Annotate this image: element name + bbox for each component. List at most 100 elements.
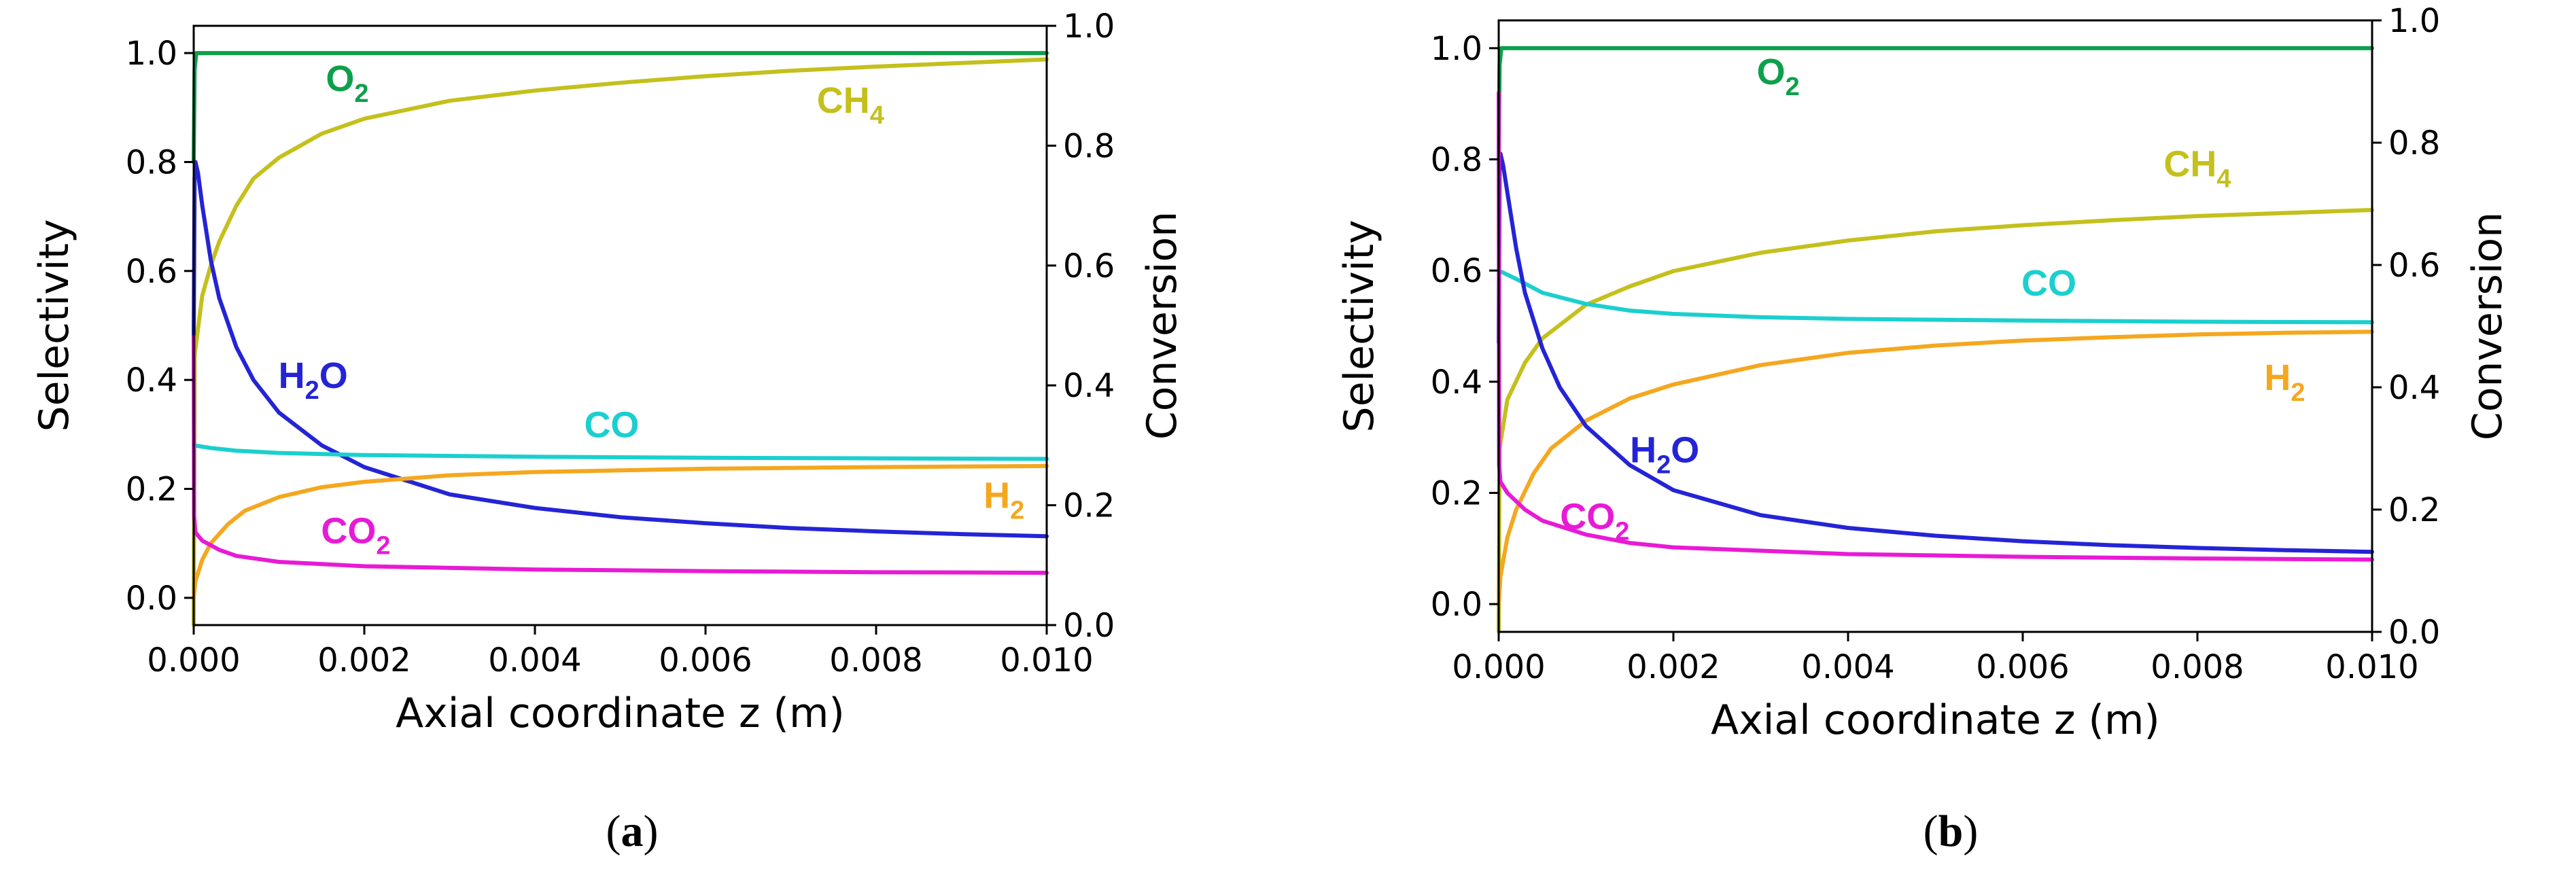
- y-tick-label: 0.8: [1431, 141, 1482, 179]
- x-tick-label: 0.006: [1976, 648, 2069, 686]
- series-label-co2: CO2: [321, 511, 390, 561]
- caption-open: (: [606, 806, 621, 856]
- x-tick-label: 0.010: [1000, 641, 1093, 679]
- caption-letter: a: [621, 806, 644, 856]
- series-line-h2o: [192, 160, 1049, 539]
- x-axis-title: Axial coordinate z (m): [396, 690, 845, 737]
- series-label-h2o: H2O: [279, 355, 348, 405]
- x-axis-title: Axial coordinate z (m): [1711, 696, 2160, 744]
- panel-caption: (b): [1924, 806, 1979, 856]
- series-label-base: CH: [817, 80, 870, 121]
- series-label-h2o: H2O: [1630, 429, 1699, 479]
- caption-letter: b: [1938, 806, 1964, 856]
- x-tick-label: 0.010: [2325, 648, 2418, 686]
- y-tick-label: 0.6: [1431, 252, 1482, 290]
- panel-caption: (a): [606, 806, 659, 856]
- series-label-base: O: [1757, 52, 1786, 92]
- y2-tick-label: 0.6: [2388, 247, 2440, 285]
- series-label-subscript: 2: [305, 376, 319, 405]
- y-tick-label: 0.4: [126, 361, 177, 400]
- caption-close: ): [644, 806, 659, 856]
- plot-frame: [192, 24, 1048, 626]
- series-line-co: [1497, 268, 2374, 325]
- series-line-co2: [1497, 90, 2374, 562]
- series-label-h2: H2: [2264, 357, 2305, 407]
- y2-tick-label: 0.8: [2388, 124, 2440, 162]
- y2-tick-label: 0.2: [2388, 491, 2440, 529]
- x-tick-label: 0.006: [659, 641, 752, 679]
- series-label-subscript: 2: [376, 532, 390, 561]
- series-label-o2: O2: [1757, 52, 1800, 101]
- y-tick-label: 1.0: [1431, 30, 1482, 68]
- y-axis-title: Selectivity: [31, 219, 78, 432]
- y-tick-label: 0.2: [1431, 474, 1482, 512]
- series-label-co: CO: [2021, 263, 2076, 304]
- series-label-tail: O: [1671, 429, 1699, 470]
- y2-tick-label: 1.0: [1063, 7, 1115, 46]
- series-label-ch4: CH4: [2163, 144, 2231, 194]
- series-label-base: CO: [2021, 263, 2076, 304]
- y2-tick-label: 0.0: [1063, 607, 1115, 645]
- series-label-base: H: [984, 476, 1010, 516]
- series-line-o2: [1497, 46, 2374, 162]
- series-label-subscript: 4: [870, 101, 884, 130]
- caption-close: ): [1963, 806, 1978, 856]
- series-label-base: O: [326, 58, 354, 99]
- series-label-subscript: 4: [2216, 165, 2231, 194]
- y-tick-label: 0.2: [126, 471, 177, 509]
- series-label-subscript: 2: [354, 79, 368, 108]
- series-label-subscript: 2: [1615, 518, 1629, 546]
- series-line-co2: [192, 334, 1049, 575]
- series-label-co: CO: [584, 404, 639, 445]
- series-line-ch4: [1497, 208, 2374, 634]
- y-axis-title: Selectivity: [1336, 220, 1383, 433]
- x-tick-label: 0.008: [2151, 648, 2244, 686]
- series-line-h2o: [1497, 152, 2374, 554]
- y2-tick-label: 0.2: [1063, 487, 1115, 525]
- series-label-h2: H2: [984, 476, 1024, 525]
- x-tick-label: 0.000: [147, 641, 240, 679]
- series-label-subscript: 2: [2291, 378, 2305, 407]
- x-tick-label: 0.004: [1801, 648, 1894, 686]
- series-label-o2: O2: [326, 58, 368, 108]
- x-tick-label: 0.002: [1626, 648, 1720, 686]
- x-tick-label: 0.002: [317, 641, 411, 679]
- series-label-subscript: 2: [1010, 497, 1024, 525]
- series-label-base: CO: [1560, 497, 1615, 537]
- series-line-h2: [192, 463, 1049, 600]
- y2-axis-title: Conversion: [1138, 211, 1186, 440]
- x-tick-label: 0.004: [488, 641, 581, 679]
- series-label-base: CO: [584, 404, 639, 445]
- series-line-o2: [192, 51, 1049, 164]
- series-label-subscript: 2: [1656, 450, 1671, 479]
- series-label-co2: CO2: [1560, 497, 1629, 546]
- x-tick-label: 0.008: [829, 641, 922, 679]
- y2-tick-label: 0.4: [2388, 369, 2440, 407]
- series-label-subscript: 2: [1786, 73, 1800, 101]
- caption-open: (: [1924, 806, 1938, 856]
- series-line-h2: [1497, 330, 2374, 607]
- series-label-ch4: CH4: [817, 80, 884, 130]
- y2-tick-label: 0.6: [1063, 247, 1115, 285]
- y2-tick-label: 0.8: [1063, 127, 1115, 165]
- series-label-base: H: [279, 355, 305, 396]
- series-label-base: H: [1630, 429, 1656, 470]
- y-tick-label: 0.4: [1431, 363, 1482, 402]
- y2-tick-label: 0.4: [1063, 367, 1115, 405]
- y2-tick-label: 1.0: [2388, 2, 2440, 40]
- plot-frame: [1497, 19, 2373, 633]
- series-line-co: [192, 443, 1049, 461]
- y-tick-label: 1.0: [126, 35, 177, 73]
- series-label-base: CH: [2163, 144, 2216, 185]
- series-line-ch4: [192, 57, 1049, 627]
- series-label-base: H: [2264, 357, 2291, 398]
- panel-b: 0.000 0.002 0.004 0.006 0.008 0.010 0.0 0.2 0.4 0…: [1336, 2, 2511, 856]
- series-label-tail: O: [319, 355, 348, 396]
- y2-axis-title: Conversion: [2464, 212, 2511, 440]
- x-tick-label: 0.000: [1452, 648, 1545, 686]
- y-tick-label: 0.6: [126, 253, 177, 291]
- y-tick-label: 0.8: [126, 143, 177, 181]
- y-tick-label: 0.0: [1431, 586, 1482, 624]
